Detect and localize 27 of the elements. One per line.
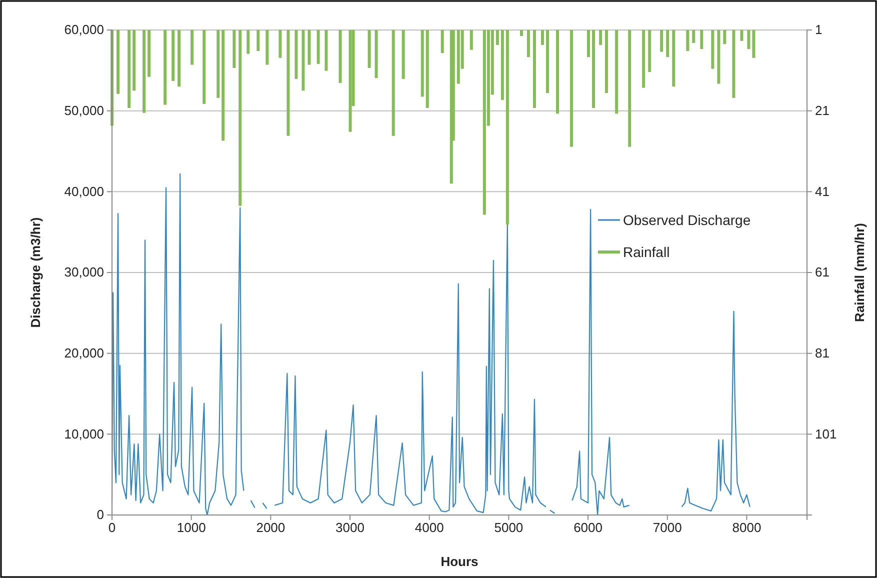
legend-label: Rainfall <box>623 244 670 260</box>
y2-tick-label: 81 <box>815 345 830 360</box>
y-tick-label: 20,000 <box>64 345 104 360</box>
x-tick-label: 2000 <box>256 520 286 536</box>
y-tick-label: 30,000 <box>64 264 104 280</box>
x-tick-label: 6000 <box>574 520 602 536</box>
y-tick-label: 0 <box>96 507 104 522</box>
y2-tick-label: 1 <box>815 22 822 38</box>
x-tick-label: 8000 <box>732 520 762 536</box>
y2-tick-label: 21 <box>815 102 830 118</box>
x-axis-title: Hours <box>440 554 478 569</box>
x-tick-label: 4000 <box>414 520 444 536</box>
y-tick-label: 60,000 <box>64 22 104 38</box>
x-tick-label: 3000 <box>336 520 364 536</box>
y2-tick-label: 41 <box>815 184 830 199</box>
y-axis-title: Discharge (m3/hr) <box>28 217 43 328</box>
y2-tick-label: 101 <box>815 426 837 442</box>
x-tick-label: 7000 <box>652 520 682 536</box>
x-tick-label: 1000 <box>176 520 206 536</box>
legend-label: Observed Discharge <box>623 212 751 228</box>
x-tick-label: 0 <box>108 520 116 536</box>
y-tick-label: 50,000 <box>64 102 104 118</box>
y2-tick-label: 61 <box>815 264 830 280</box>
y-tick-label: 40,000 <box>64 184 104 199</box>
y2-axis-title: Rainfall (mm/hr) <box>852 223 867 322</box>
y-tick-label: 10,000 <box>64 426 104 442</box>
x-tick-label: 5000 <box>494 520 524 536</box>
